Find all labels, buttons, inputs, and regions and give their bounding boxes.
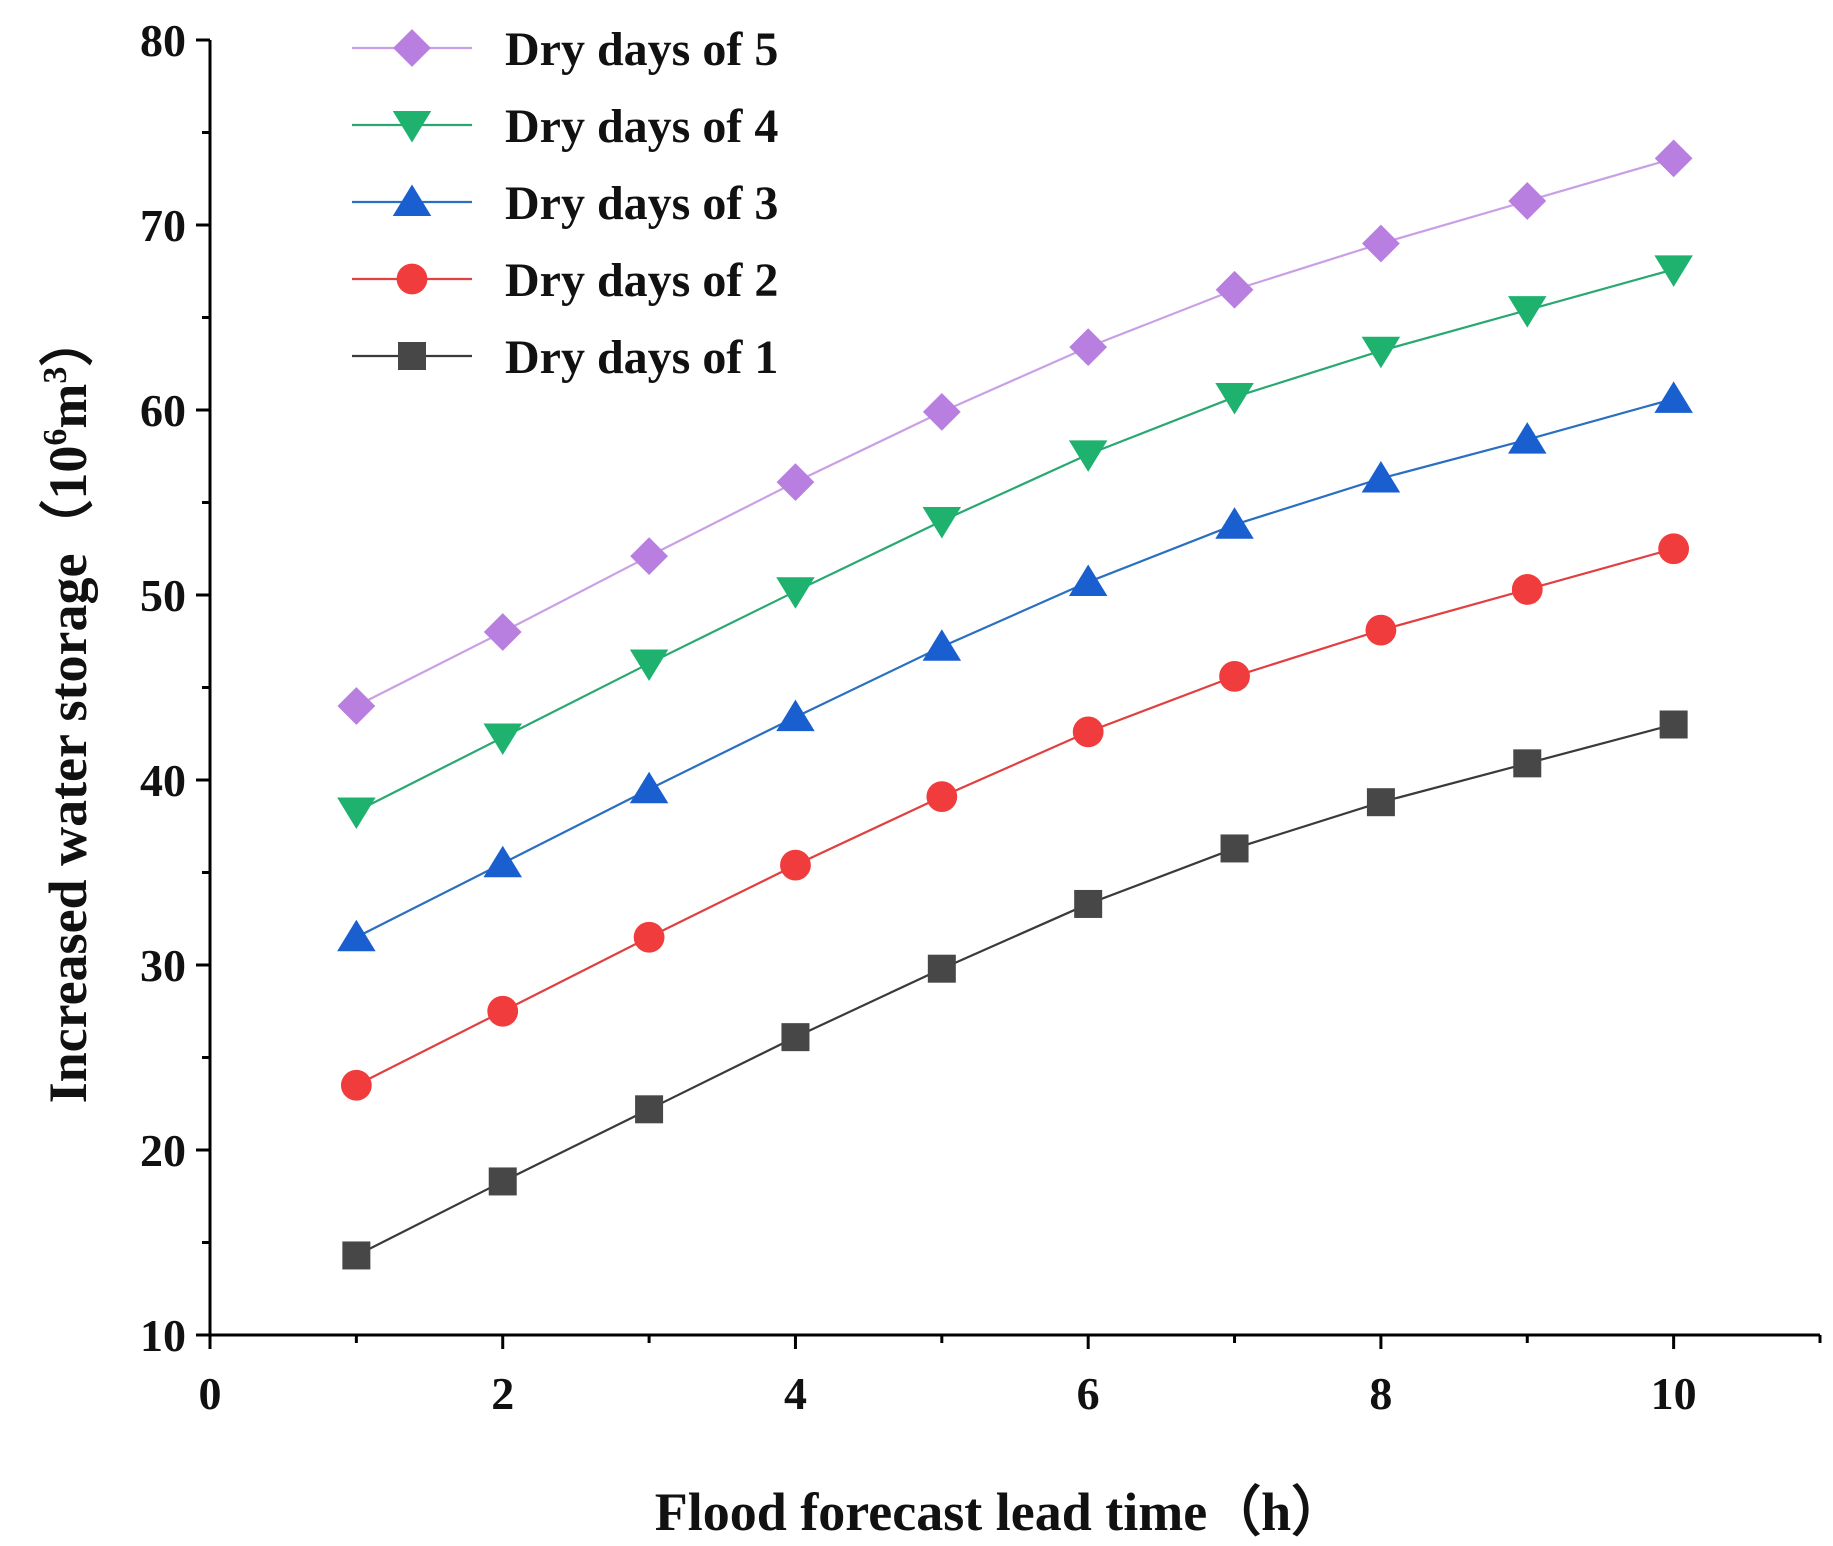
data-point-dry-days-of-1 bbox=[635, 1095, 664, 1124]
data-point-dry-days-of-2 bbox=[1072, 716, 1104, 748]
series-line-dry-days-of-3 bbox=[355, 397, 1674, 939]
data-point-dry-days-of-4 bbox=[776, 577, 815, 609]
data-point-dry-days-of-2 bbox=[1511, 574, 1543, 605]
series-line-dry-days-of-5 bbox=[355, 157, 1674, 707]
data-point-dry-days-of-3 bbox=[776, 699, 815, 732]
legend-label: Dry days of 4 bbox=[505, 100, 778, 153]
data-point-dry-days-of-3 bbox=[1215, 507, 1254, 539]
y-tick-label: 10 bbox=[140, 1310, 186, 1361]
data-point-dry-days-of-2 bbox=[1658, 533, 1690, 565]
data-point-dry-days-of-2 bbox=[1219, 661, 1250, 692]
y-tick-label: 60 bbox=[140, 385, 186, 436]
axes: 0 2 4 6 8 10 10 20 30 40 50 60 70 80 bbox=[140, 15, 1822, 1419]
data-point-dry-days-of-5 bbox=[1508, 182, 1547, 220]
data-point-dry-days-of-2 bbox=[926, 781, 958, 813]
y-axis-title-suffix: ） bbox=[38, 313, 98, 367]
data-point-dry-days-of-2 bbox=[1365, 614, 1397, 646]
data-point-dry-days-of-2 bbox=[633, 921, 665, 953]
data-point-dry-days-of-3 bbox=[629, 771, 669, 804]
data-point-dry-days-of-4 bbox=[483, 723, 522, 755]
series-lines bbox=[355, 157, 1674, 1257]
x-axis-title: Flood forecast lead time（h） bbox=[655, 1482, 1345, 1542]
series-line-dry-days-of-2 bbox=[355, 547, 1674, 1087]
data-point-dry-days-of-1 bbox=[1074, 889, 1103, 918]
data-point-dry-days-of-5 bbox=[1215, 270, 1254, 309]
legend-label: Dry days of 1 bbox=[505, 331, 778, 384]
data-point-dry-days-of-5 bbox=[922, 392, 961, 431]
series-line-dry-days-of-4 bbox=[355, 268, 1674, 813]
data-point-dry-days-of-1 bbox=[927, 954, 956, 983]
data-point-dry-days-of-3 bbox=[1508, 422, 1547, 454]
data-point-dry-days-of-5 bbox=[1362, 224, 1400, 263]
y-axis-title-prefix: Increased water storage（ bbox=[38, 500, 98, 1104]
data-point-dry-days-of-3 bbox=[1361, 460, 1401, 493]
data-point-dry-days-of-4 bbox=[1508, 296, 1547, 328]
legend-label: Dry days of 3 bbox=[505, 177, 778, 230]
data-point-dry-days-of-3 bbox=[1068, 564, 1108, 597]
data-point-dry-days-of-4 bbox=[629, 649, 669, 681]
y-tick-label: 50 bbox=[140, 570, 186, 621]
data-point-dry-days-of-5 bbox=[483, 613, 522, 651]
data-point-dry-days-of-1 bbox=[1659, 710, 1688, 739]
legend-marker bbox=[396, 263, 428, 295]
data-point-dry-days-of-5 bbox=[776, 463, 815, 502]
y-tick-label: 70 bbox=[140, 200, 186, 251]
x-tick-label: 10 bbox=[1651, 1368, 1697, 1419]
data-point-dry-days-of-4 bbox=[1654, 255, 1693, 287]
y-axis-title-exp2: 3 bbox=[37, 367, 74, 384]
data-point-dry-days-of-1 bbox=[488, 1167, 517, 1196]
data-point-dry-days-of-5 bbox=[337, 687, 376, 725]
data-point-dry-days-of-1 bbox=[1220, 834, 1249, 863]
x-tick-label: 4 bbox=[784, 1368, 807, 1419]
data-point-dry-days-of-3 bbox=[1654, 381, 1693, 413]
data-point-dry-days-of-3 bbox=[922, 629, 962, 661]
y-tick-label: 20 bbox=[140, 1125, 186, 1176]
series-markers bbox=[337, 139, 1693, 1270]
x-tick-label: 6 bbox=[1077, 1368, 1100, 1419]
y-axis-title-unit: m bbox=[38, 384, 98, 429]
data-point-dry-days-of-4 bbox=[1361, 336, 1401, 369]
x-tick-label: 2 bbox=[491, 1368, 514, 1419]
data-point-dry-days-of-5 bbox=[630, 537, 668, 576]
y-axis-title-exp1: 6 bbox=[37, 429, 74, 446]
data-point-dry-days-of-2 bbox=[780, 849, 811, 881]
data-point-dry-days-of-1 bbox=[342, 1241, 371, 1270]
legend-label: Dry days of 5 bbox=[505, 23, 778, 76]
data-point-dry-days-of-5 bbox=[1069, 328, 1108, 366]
x-tick-label: 8 bbox=[1369, 1368, 1392, 1419]
data-point-dry-days-of-4 bbox=[1215, 383, 1254, 415]
data-point-dry-days-of-2 bbox=[487, 995, 519, 1027]
data-point-dry-days-of-3 bbox=[483, 845, 522, 878]
data-point-dry-days-of-4 bbox=[337, 797, 376, 829]
data-point-dry-days-of-5 bbox=[1654, 139, 1693, 178]
data-point-dry-days-of-4 bbox=[1068, 440, 1108, 472]
y-tick-label: 80 bbox=[140, 15, 186, 66]
legend-marker bbox=[398, 342, 426, 370]
data-point-dry-days-of-1 bbox=[1366, 788, 1395, 817]
legend-marker bbox=[393, 29, 431, 67]
legend-marker bbox=[392, 111, 432, 143]
data-point-dry-days-of-1 bbox=[1513, 749, 1542, 778]
y-tick-label: 30 bbox=[140, 940, 186, 991]
legend: Dry days of 5 Dry days of 4 Dry days of 3 D… bbox=[352, 23, 778, 384]
legend-label: Dry days of 2 bbox=[505, 254, 778, 307]
x-tick-label: 0 bbox=[199, 1368, 222, 1419]
data-point-dry-days-of-4 bbox=[922, 507, 962, 539]
data-point-dry-days-of-1 bbox=[781, 1023, 810, 1052]
series-line-dry-days-of-1 bbox=[355, 723, 1674, 1257]
data-point-dry-days-of-2 bbox=[340, 1069, 372, 1101]
y-axis-title: Increased water storage（106m3） bbox=[37, 313, 98, 1104]
y-axis-title-base: 10 bbox=[38, 446, 98, 500]
legend-marker bbox=[392, 184, 432, 216]
data-point-dry-days-of-3 bbox=[337, 919, 376, 952]
y-tick-label: 40 bbox=[140, 755, 186, 806]
